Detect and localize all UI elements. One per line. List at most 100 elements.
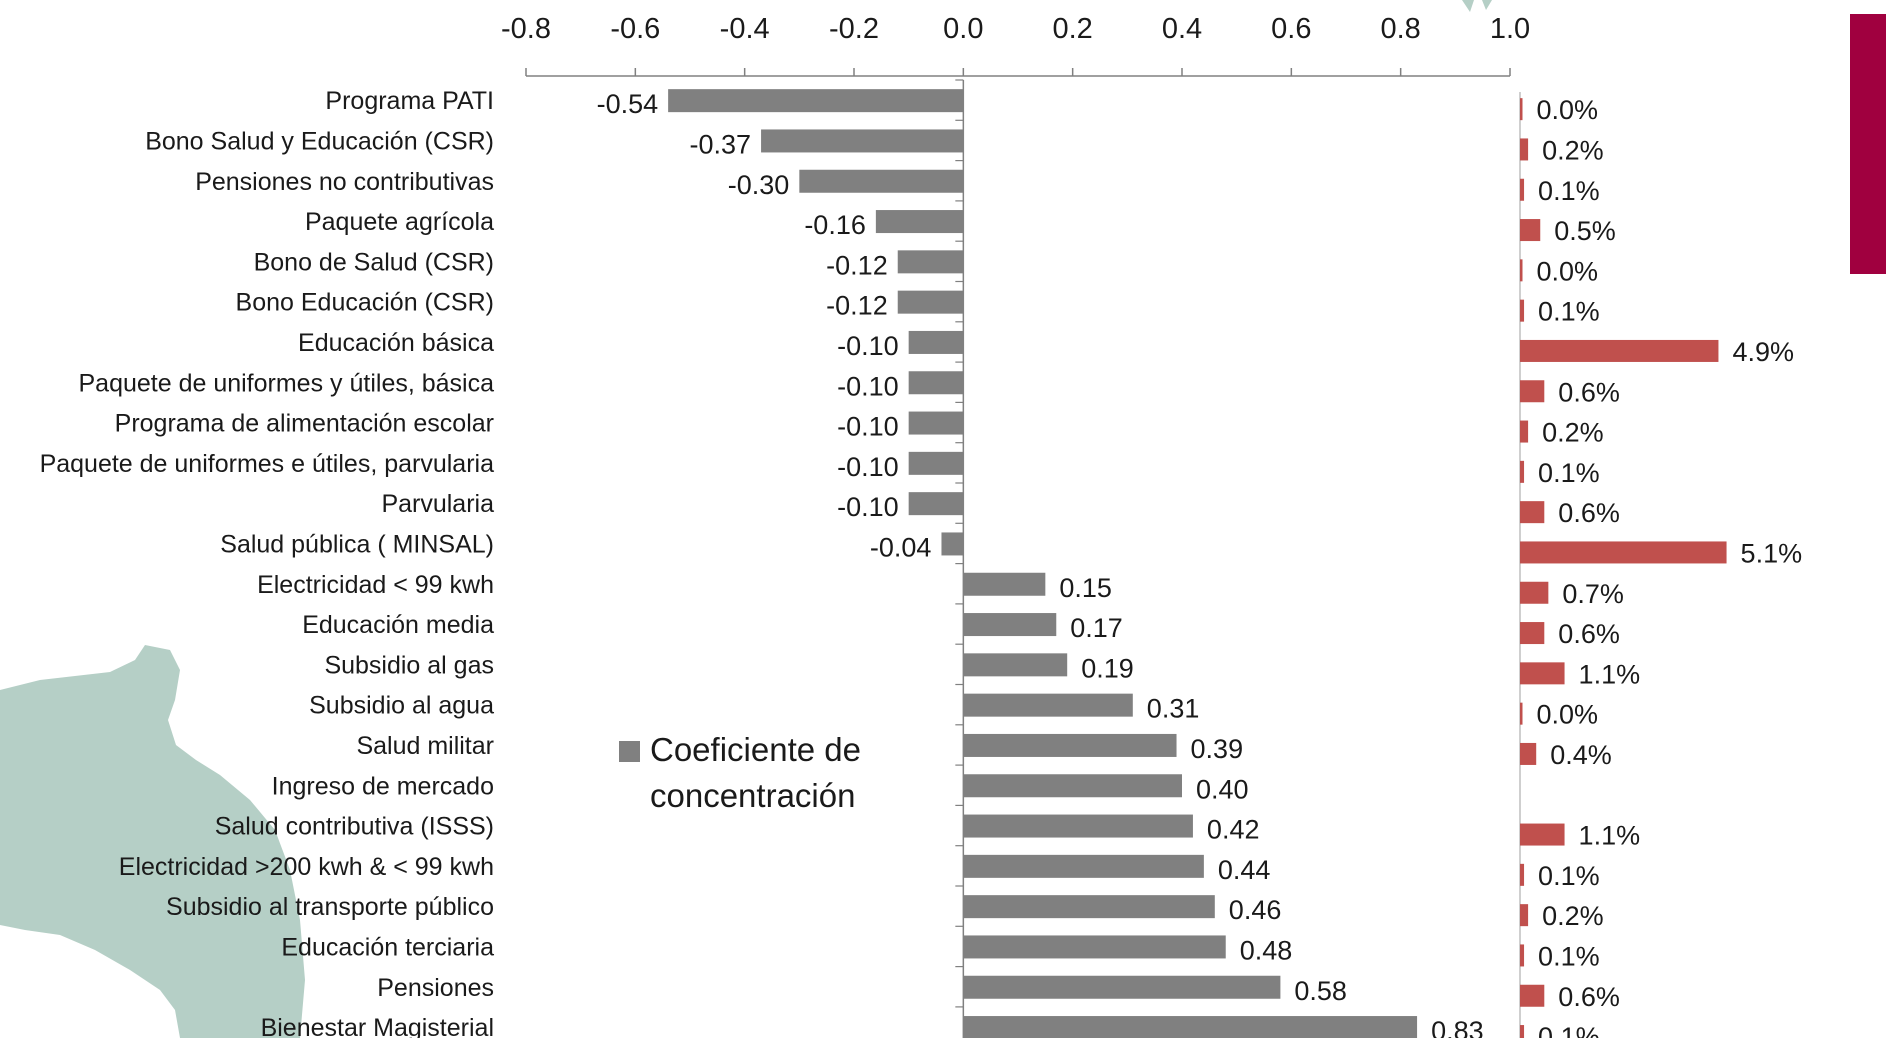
concentration-bar (963, 774, 1182, 798)
concentration-value-label: -0.54 (597, 89, 659, 119)
category-label: Subsidio al gas (324, 651, 494, 679)
background-leaf-shape (1462, 0, 1492, 12)
concentration-value-label: -0.04 (870, 532, 932, 562)
category-label: Paquete de uniformes y útiles, básica (78, 369, 494, 397)
category-label: Subsidio al agua (309, 692, 494, 720)
concentration-bar (908, 492, 964, 516)
concentration-value-label: -0.37 (690, 129, 752, 159)
category-label: Pensiones (377, 974, 494, 1002)
concentration-bar (897, 250, 964, 274)
concentration-value-label: -0.30 (728, 170, 790, 200)
category-label: Educación terciaria (281, 933, 494, 961)
share-bar (1520, 178, 1525, 201)
concentration-bar (908, 411, 964, 435)
share-bar (1520, 501, 1545, 524)
share-value-label: 0.2% (1542, 418, 1604, 448)
category-label: Bono de Salud (CSR) (254, 248, 494, 276)
share-bar (1520, 460, 1525, 483)
share-value-label: 0.1% (1538, 941, 1600, 971)
share-bars-layer (1520, 98, 1727, 1043)
concentration-bar (963, 895, 1215, 919)
concentration-bar (908, 371, 964, 395)
category-label: Salud pública ( MINSAL) (220, 530, 494, 558)
concentration-bar (963, 693, 1133, 717)
concentration-value-label: 0.42 (1207, 815, 1260, 845)
share-value-label: 1.1% (1579, 821, 1641, 851)
legend-label-line1: Coeficiente de (650, 731, 861, 768)
concentration-bar (963, 613, 1057, 637)
concentration-value-label: -0.10 (837, 331, 899, 361)
share-value-label: 0.6% (1558, 619, 1620, 649)
share-value-label: 0.2% (1542, 135, 1604, 165)
share-value-label: 0.6% (1558, 377, 1620, 407)
x-tick-label: -0.8 (501, 13, 551, 45)
concentration-value-label: -0.12 (826, 291, 888, 321)
concentration-value-label: 0.31 (1147, 694, 1200, 724)
share-value-label: 0.1% (1538, 1022, 1600, 1038)
concentration-value-label: 0.58 (1294, 976, 1347, 1006)
x-tick-label: 1.0 (1490, 13, 1530, 45)
category-label: Salud militar (356, 732, 494, 760)
category-label: Educación básica (298, 329, 494, 357)
concentration-value-label: -0.10 (837, 452, 899, 482)
share-bar (1520, 1025, 1525, 1043)
concentration-bar (963, 653, 1068, 677)
concentration-value-label: 0.19 (1081, 653, 1134, 683)
concentration-value-label: 0.44 (1218, 855, 1271, 885)
x-tick-label: 0.4 (1162, 13, 1202, 45)
share-bar (1520, 420, 1529, 443)
share-bar (1520, 299, 1525, 322)
concentration-value-label: -0.10 (837, 412, 899, 442)
background-map-shape (0, 645, 305, 1038)
concentration-bar (668, 89, 964, 113)
category-label: Subsidio al transporte público (166, 893, 494, 921)
concentration-bar (875, 210, 964, 234)
share-value-label: 0.5% (1554, 216, 1616, 246)
category-label: Programa PATI (325, 87, 494, 115)
concentration-bar (941, 532, 964, 556)
share-bar (1520, 98, 1523, 121)
share-bar (1520, 944, 1525, 967)
share-value-label: 4.9% (1732, 337, 1794, 367)
share-bar (1520, 581, 1549, 604)
share-bar (1520, 138, 1529, 161)
category-label: Ingreso de mercado (272, 772, 494, 800)
share-value-label: 0.7% (1562, 579, 1624, 609)
concentration-value-label: 0.46 (1229, 895, 1282, 925)
category-label: Electricidad < 99 kwh (257, 571, 494, 599)
concentration-bar (799, 169, 964, 193)
legend: Coeficiente de concentración (619, 731, 861, 814)
concentration-bar (908, 451, 964, 475)
x-tick-label: -0.2 (829, 13, 879, 45)
x-tick-label: 0.0 (943, 13, 983, 45)
concentration-bar (963, 935, 1226, 959)
share-value-label: 0.0% (1537, 95, 1599, 125)
share-bar (1520, 622, 1545, 645)
category-label: Electricidad >200 kwh & < 99 kwh (119, 853, 494, 881)
share-bar (1520, 380, 1545, 403)
x-tick-label: -0.4 (720, 13, 770, 45)
category-label: Salud contributiva (ISSS) (215, 813, 494, 841)
concentration-bar (963, 572, 1046, 596)
category-label: Paquete agrícola (305, 208, 494, 236)
share-value-label: 0.2% (1542, 901, 1604, 931)
concentration-value-label: -0.10 (837, 492, 899, 522)
share-bar (1520, 823, 1565, 846)
share-bar (1520, 339, 1719, 362)
concentration-value-label: 0.15 (1059, 573, 1112, 603)
share-bar (1520, 863, 1525, 886)
share-bar (1520, 259, 1523, 282)
category-label: Programa de alimentación escolar (115, 410, 494, 438)
concentration-bar (963, 854, 1204, 878)
concentration-value-label: 0.40 (1196, 774, 1249, 804)
category-label: Parvularia (381, 490, 494, 518)
concentration-value-label: 0.48 (1240, 935, 1293, 965)
share-value-label: 0.1% (1538, 458, 1600, 488)
accent-block (1850, 14, 1886, 274)
x-tick-label: 0.2 (1053, 13, 1093, 45)
legend-label-line2: concentración (650, 777, 855, 814)
share-value-label: 1.1% (1579, 659, 1641, 689)
concentration-value-label: -0.10 (837, 371, 899, 401)
